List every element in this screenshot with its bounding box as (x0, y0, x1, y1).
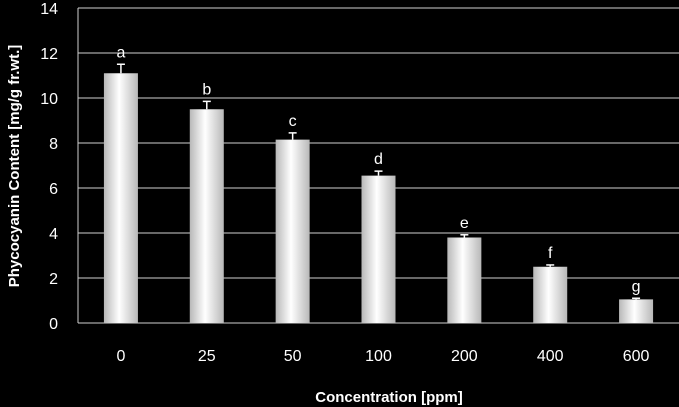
significance-label: b (202, 81, 211, 98)
bar-25 (189, 109, 224, 323)
significance-label: c (289, 113, 297, 130)
y-tick-label: 4 (49, 226, 58, 243)
y-tick-label: 8 (49, 136, 58, 153)
y-axis-label: Phycocyanin Content [mg/g fr.wt.] (6, 45, 23, 288)
x-tick-label: 0 (116, 348, 125, 365)
x-tick-label: 100 (365, 348, 392, 365)
significance-label: g (632, 278, 641, 295)
error-bar-50 (288, 132, 297, 140)
bar-50 (275, 139, 310, 323)
x-tick-label: 25 (198, 348, 216, 365)
significance-label: d (374, 151, 383, 168)
error-bar-0 (116, 63, 125, 74)
bars (103, 63, 654, 323)
error-bar-600 (632, 297, 641, 300)
error-bar-25 (202, 100, 211, 110)
y-tick-labels: 0 2 4 6 8 10 12 14 (40, 1, 58, 333)
error-bar-400 (546, 264, 555, 267)
significance-label: a (116, 44, 125, 61)
significance-label: e (460, 215, 469, 232)
bar-100 (361, 175, 396, 323)
bar-200 (447, 237, 482, 323)
bar-400 (533, 266, 568, 323)
significance-label: f (548, 245, 553, 262)
x-tick-label: 600 (623, 348, 650, 365)
y-tick-label: 6 (49, 181, 58, 198)
x-tick-labels: 0 25 50 100 200 400 600 (116, 348, 649, 365)
error-bar-200 (460, 234, 469, 238)
y-tick-label: 10 (40, 91, 58, 108)
x-tick-label: 200 (451, 348, 478, 365)
x-tick-label: 50 (284, 348, 302, 365)
y-tick-label: 0 (49, 316, 58, 333)
x-tick-label: 400 (537, 348, 564, 365)
y-tick-label: 2 (49, 271, 58, 288)
bar-600 (619, 299, 654, 323)
y-tick-label: 14 (40, 1, 58, 18)
x-axis-label: Concentration [ppm] (315, 389, 463, 406)
bar-0 (103, 73, 138, 323)
y-tick-label: 12 (40, 46, 58, 63)
significance-labels: a b c d e f g (116, 44, 640, 295)
error-bar-100 (374, 170, 383, 176)
